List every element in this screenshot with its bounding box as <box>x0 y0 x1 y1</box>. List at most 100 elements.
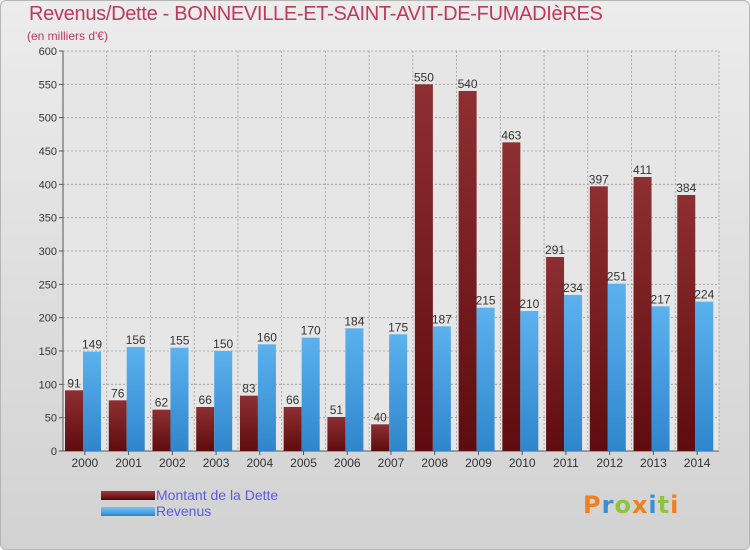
data-label-debt: 62 <box>155 396 169 410</box>
y-tick-label: 150 <box>39 346 57 358</box>
y-tick-label: 500 <box>39 113 57 125</box>
y-tick-label: 300 <box>39 246 57 258</box>
data-label-revenue: 155 <box>169 334 189 348</box>
data-label-debt: 51 <box>330 403 344 417</box>
data-label-revenue: 234 <box>563 281 583 295</box>
data-label-revenue: 156 <box>126 333 146 347</box>
bar-revenue <box>564 295 583 451</box>
logo-letter: i <box>648 491 658 519</box>
bar-debt <box>65 390 83 451</box>
bar-debt <box>327 417 346 451</box>
legend-label-revenue: Revenus <box>156 503 212 519</box>
logo-letter: x <box>631 491 649 519</box>
data-label-debt: 540 <box>458 77 478 91</box>
bar-debt <box>546 257 565 451</box>
y-tick-label: 100 <box>39 379 57 391</box>
y-tick-label: 450 <box>39 146 57 158</box>
data-label-revenue: 215 <box>476 294 496 308</box>
y-tick-label: 50 <box>45 413 57 425</box>
x-tick-label: 2014 <box>684 456 711 470</box>
data-label-debt: 411 <box>633 163 652 177</box>
x-tick-label: 2010 <box>509 456 536 470</box>
bars <box>65 84 714 452</box>
bar-debt <box>283 407 302 451</box>
x-tick-label: 2001 <box>115 456 142 470</box>
data-label-revenue: 149 <box>82 338 102 352</box>
bar-revenue <box>651 306 670 451</box>
data-label-debt: 40 <box>373 410 387 424</box>
chart-subtitle: (en milliers d'€) <box>27 29 108 43</box>
x-tick-label: 2008 <box>421 456 448 470</box>
x-tick-label: 2011 <box>553 456 579 470</box>
x-tick-label: 2013 <box>640 456 667 470</box>
bar-revenue <box>83 351 101 451</box>
bar-revenue <box>345 328 364 451</box>
bar-revenue <box>432 326 451 451</box>
data-label-revenue: 217 <box>651 292 671 306</box>
data-label-revenue: 224 <box>694 288 714 302</box>
data-label-debt: 397 <box>589 172 609 186</box>
data-label-revenue: 150 <box>213 337 233 351</box>
logo-letter: t <box>657 491 671 519</box>
bar-debt <box>196 407 215 451</box>
bar-revenue <box>607 283 626 451</box>
y-tick-label: 0 <box>51 446 57 458</box>
data-label-debt: 76 <box>111 386 125 400</box>
bar-revenue <box>126 347 145 451</box>
x-tick-label: 2003 <box>203 456 230 470</box>
bar-revenue <box>695 301 714 451</box>
bar-debt <box>589 186 608 452</box>
logo-letter: o <box>614 491 632 519</box>
data-label-revenue: 187 <box>432 312 452 326</box>
bar-revenue <box>389 334 408 451</box>
data-label-revenue: 251 <box>607 270 627 284</box>
y-tick-label: 600 <box>39 46 57 58</box>
bar-debt <box>502 142 521 452</box>
x-tick-label: 2006 <box>334 456 361 470</box>
data-label-revenue: 210 <box>519 297 539 311</box>
data-label-revenue: 175 <box>388 320 408 334</box>
legend-label-debt: Montant de la Dette <box>156 487 279 503</box>
labels: 0 50 100 150 200 250 300 350 400 450 500 550 600 91 14… <box>39 46 715 470</box>
bar-revenue <box>214 351 233 451</box>
bar-debt <box>414 84 433 451</box>
y-tick-label: 200 <box>39 313 57 325</box>
y-tick-label: 400 <box>39 179 57 191</box>
data-label-debt: 66 <box>199 393 213 407</box>
data-label-debt: 83 <box>242 382 256 396</box>
legend-swatch-debt <box>101 491 155 500</box>
bar-revenue <box>170 347 189 451</box>
x-tick-label: 2012 <box>596 456 623 470</box>
data-label-debt: 66 <box>286 393 300 407</box>
data-label-debt: 463 <box>501 128 521 142</box>
bar-revenue <box>301 337 320 451</box>
y-tick-label: 550 <box>39 79 57 91</box>
x-tick-label: 2000 <box>72 456 99 470</box>
data-label-revenue: 184 <box>344 314 364 328</box>
y-tick-label: 250 <box>39 279 57 291</box>
data-label-debt: 550 <box>414 70 434 84</box>
bar-debt <box>677 195 696 451</box>
bar-revenue <box>476 307 495 451</box>
data-label-debt: 291 <box>545 243 565 257</box>
chart-title: Revenus/Dette - BONNEVILLE-ET-SAINT-AVIT… <box>29 3 603 25</box>
bar-debt <box>152 409 171 451</box>
x-tick-label: 2009 <box>465 456 492 470</box>
y-tick-label: 350 <box>39 213 57 225</box>
logo-letter: P <box>583 491 602 519</box>
bar-debt <box>371 424 390 451</box>
bar-debt <box>458 91 477 451</box>
data-label-debt: 384 <box>676 181 696 195</box>
bar-revenue <box>520 311 539 451</box>
logo-letter: i <box>670 491 680 519</box>
x-tick-label: 2007 <box>378 456 405 470</box>
proxiti-logo: Proxiti <box>583 491 679 519</box>
x-tick-label: 2005 <box>290 456 317 470</box>
data-label-revenue: 170 <box>301 324 321 338</box>
bar-debt <box>633 177 652 451</box>
data-label-debt: 91 <box>67 376 81 390</box>
legend-swatch-revenue <box>101 507 155 516</box>
x-tick-label: 2002 <box>159 456 186 470</box>
